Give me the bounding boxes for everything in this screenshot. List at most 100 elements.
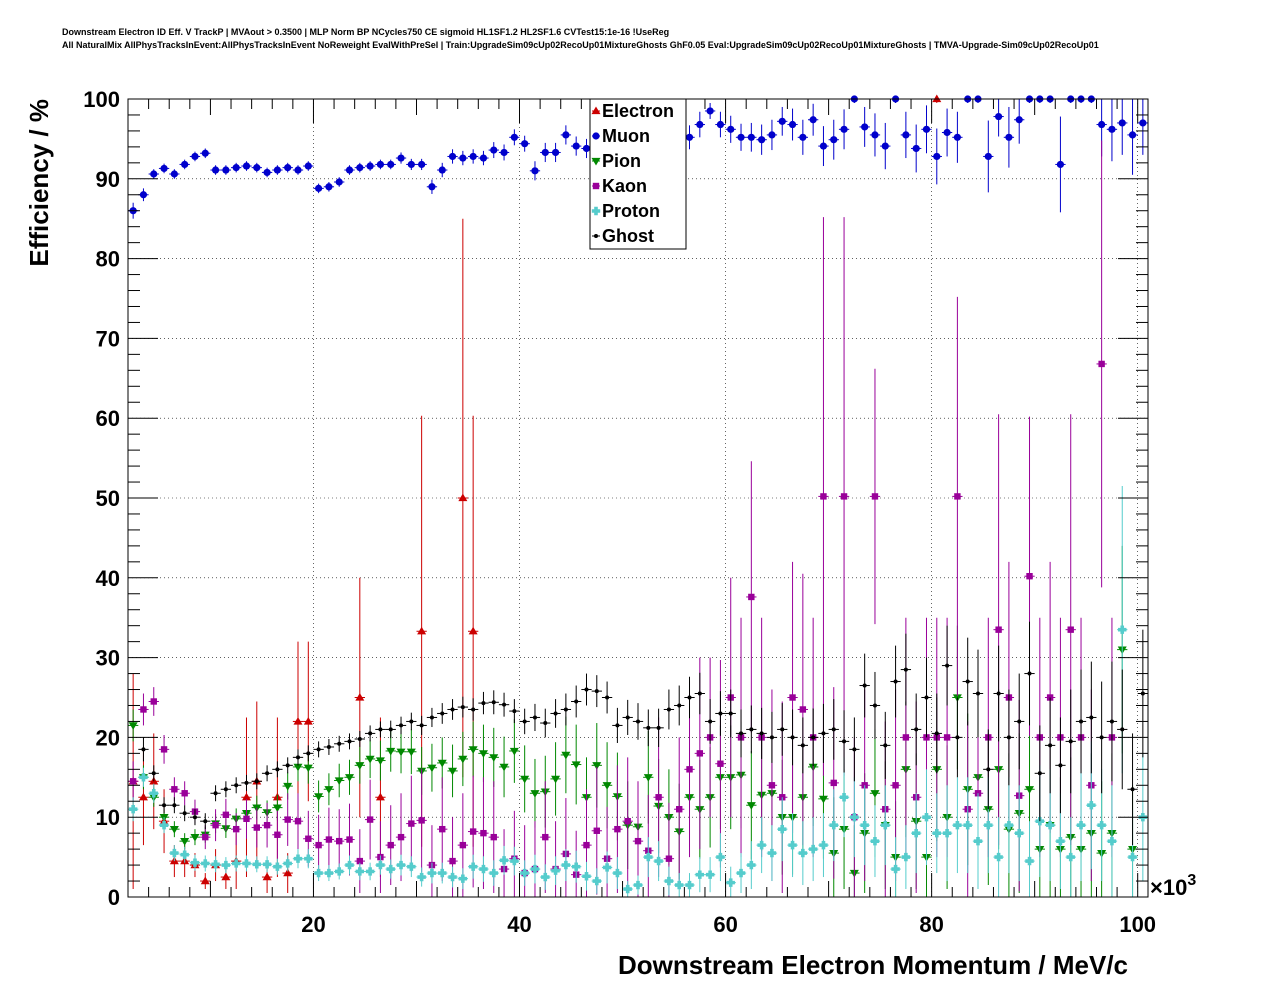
proton-point bbox=[725, 866, 736, 897]
proton-marker bbox=[644, 852, 653, 862]
muon-marker bbox=[1128, 131, 1137, 139]
muon-marker bbox=[160, 164, 168, 173]
ghost-point bbox=[735, 709, 747, 758]
ghost-point bbox=[292, 749, 304, 766]
ghost-point bbox=[746, 705, 757, 754]
muon-marker bbox=[294, 166, 302, 174]
proton-marker bbox=[891, 864, 900, 874]
proton-marker bbox=[180, 850, 189, 859]
muon-marker bbox=[490, 146, 498, 154]
legend-muon-label: Muon bbox=[602, 126, 650, 146]
ghost-marker bbox=[244, 780, 249, 785]
pion-point bbox=[406, 729, 417, 775]
ghost-point bbox=[756, 707, 767, 759]
proton-point bbox=[292, 849, 304, 869]
muon-point bbox=[447, 149, 458, 164]
electron-marker bbox=[138, 792, 148, 801]
ghost-marker bbox=[481, 701, 486, 706]
ghost-marker bbox=[790, 735, 795, 740]
ghost-marker bbox=[399, 723, 404, 728]
muon-marker bbox=[510, 133, 518, 141]
ghost-marker bbox=[306, 751, 311, 756]
pion-marker bbox=[283, 782, 293, 791]
proton-marker bbox=[881, 820, 890, 830]
ghost-point bbox=[1034, 725, 1045, 822]
ghost-point bbox=[1106, 661, 1118, 782]
kaon-marker bbox=[624, 817, 631, 825]
muon-marker bbox=[325, 183, 333, 191]
proton-marker bbox=[850, 813, 859, 822]
proton-marker bbox=[613, 868, 622, 878]
proton-point bbox=[395, 854, 407, 876]
ghost-point bbox=[169, 797, 180, 814]
pion-marker bbox=[746, 802, 756, 810]
y-axis-title: Efficiency / % bbox=[24, 99, 54, 267]
muon-point bbox=[354, 162, 365, 173]
proton-point bbox=[1003, 777, 1015, 874]
pion-point bbox=[334, 763, 345, 798]
kaon-point bbox=[622, 757, 633, 886]
proton-marker bbox=[953, 820, 962, 830]
muon-point bbox=[560, 125, 572, 145]
ghost-point bbox=[158, 797, 170, 814]
muon-marker bbox=[181, 160, 189, 169]
kaon-marker bbox=[253, 824, 260, 831]
ghost-marker bbox=[883, 743, 888, 748]
kaon-marker bbox=[160, 746, 168, 753]
pion-marker bbox=[293, 763, 303, 772]
electron-marker bbox=[293, 716, 303, 725]
proton-point bbox=[931, 793, 942, 874]
pion-marker bbox=[1025, 786, 1035, 794]
muon-marker bbox=[541, 148, 549, 157]
ghost-point bbox=[632, 703, 644, 740]
proton-point bbox=[272, 858, 283, 875]
kaon-marker bbox=[284, 816, 291, 823]
muon-point bbox=[808, 103, 819, 136]
proton-point bbox=[560, 849, 572, 882]
ghost-point bbox=[643, 709, 654, 747]
pion-marker bbox=[345, 774, 355, 782]
proton-marker bbox=[551, 866, 560, 875]
muon-point bbox=[457, 150, 468, 166]
proton-marker bbox=[901, 852, 911, 862]
proton-point bbox=[900, 825, 912, 890]
ghost-point bbox=[797, 717, 808, 774]
proton-marker bbox=[530, 864, 540, 874]
proton-point bbox=[591, 868, 602, 894]
ghost-marker bbox=[162, 803, 167, 808]
muon-marker bbox=[428, 183, 436, 191]
ghost-point bbox=[437, 703, 448, 724]
legend-muon-marker bbox=[592, 132, 600, 140]
ghost-marker bbox=[254, 779, 259, 784]
x-tick-label: 40 bbox=[507, 912, 531, 937]
proton-marker bbox=[1087, 801, 1096, 810]
ghost-marker bbox=[718, 711, 723, 716]
proton-point bbox=[1024, 821, 1035, 897]
pion-marker bbox=[458, 755, 468, 764]
y-tick-label: 70 bbox=[96, 326, 120, 351]
ghost-marker bbox=[914, 727, 919, 732]
ghost-marker bbox=[357, 736, 362, 741]
x-multiplier-exponent: 3 bbox=[1187, 872, 1196, 889]
muon-marker bbox=[335, 178, 343, 186]
muon-marker bbox=[840, 125, 848, 133]
kaon-marker bbox=[593, 827, 600, 834]
muon-point bbox=[766, 119, 778, 151]
ghost-point bbox=[941, 625, 953, 706]
proton-marker bbox=[1118, 625, 1127, 634]
ghost-point bbox=[1055, 717, 1066, 814]
kaon-marker bbox=[408, 820, 415, 827]
muon-point bbox=[725, 115, 736, 143]
ghost-point bbox=[395, 716, 407, 735]
ghost-marker bbox=[522, 719, 527, 724]
pion-marker bbox=[334, 777, 344, 785]
kaon-marker bbox=[346, 836, 353, 843]
kaon-point bbox=[838, 217, 850, 776]
pion-marker bbox=[180, 837, 190, 846]
proton-point bbox=[550, 856, 561, 886]
ghost-point bbox=[488, 690, 499, 715]
pion-point bbox=[488, 727, 499, 787]
ghost-point bbox=[447, 699, 458, 720]
ghost-marker bbox=[172, 803, 177, 808]
legend-kaon-marker bbox=[592, 182, 600, 190]
